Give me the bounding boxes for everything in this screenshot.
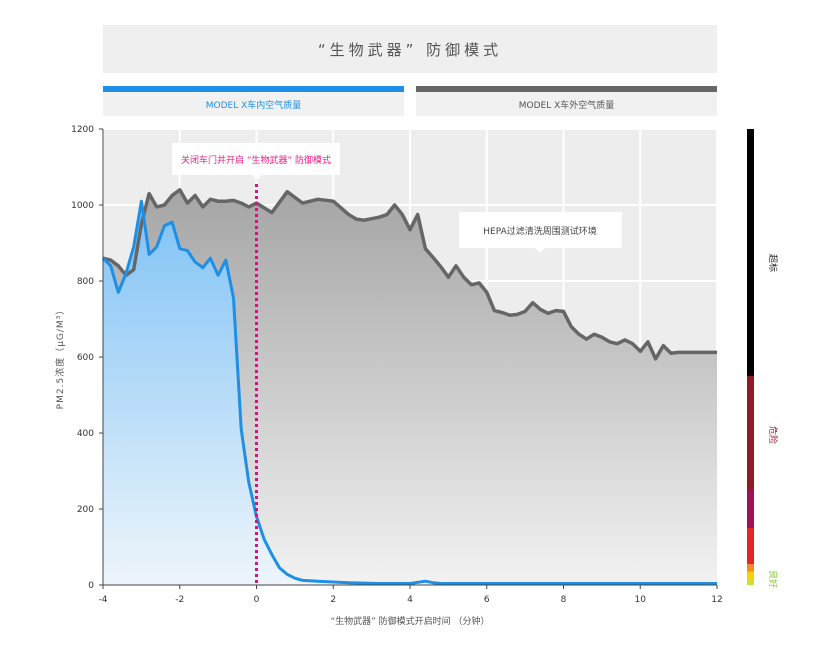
legend-inside: MODEL X车内空气质量 xyxy=(103,86,404,116)
x-tick-label: -2 xyxy=(175,595,184,605)
aqi-scale-band xyxy=(747,376,754,490)
y-tick-label: 400 xyxy=(77,429,94,439)
scale-label-danger: 危险 xyxy=(767,426,779,444)
inside-series-line xyxy=(101,199,717,585)
x-tick-label: -4 xyxy=(99,595,108,605)
y-tick-label: 1200 xyxy=(71,125,94,135)
aqi-scale-band xyxy=(747,129,754,376)
x-axis-label: “生物武器” 防御模式开启时间 （分钟） xyxy=(330,615,489,627)
x-tick-label: 12 xyxy=(711,595,722,605)
aqi-scale-band xyxy=(747,564,754,572)
aqi-scale-band xyxy=(747,571,754,581)
y-tick-label: 200 xyxy=(77,505,94,515)
aqi-scale-band xyxy=(747,580,754,585)
x-tick-label: 0 xyxy=(254,595,260,605)
hepa-text: HEPA过滤清洗周围测试环境 xyxy=(483,225,596,237)
hepa-callout: HEPA过滤清洗周围测试环境 xyxy=(459,212,622,253)
x-tick-label: 6 xyxy=(484,595,490,605)
chart-title: “生物武器” 防御模式 xyxy=(103,25,717,73)
x-tick-label: 2 xyxy=(330,595,336,605)
x-tick-label: 10 xyxy=(635,595,647,605)
legend-outside-label: MODEL X车外空气质量 xyxy=(518,100,615,111)
y-axis-label: PM2.5浓度（μG/M³） xyxy=(54,305,66,410)
door-close-callout: 关闭车门并开启 “生物武器” 防御模式 xyxy=(172,143,340,180)
y-tick-label: 0 xyxy=(88,581,94,591)
scale-label-hazardous: 超标 xyxy=(767,254,779,272)
y-tick-label: 800 xyxy=(77,277,94,287)
chart-title-text: “生物武器” 防御模式 xyxy=(317,40,503,59)
legend-inside-label: MODEL X车内空气质量 xyxy=(205,100,302,111)
scale-label-good: 良好 xyxy=(767,570,779,588)
legend-outside: MODEL X车外空气质量 xyxy=(416,86,717,116)
legend-outside-swatch xyxy=(416,86,717,92)
inside-area xyxy=(103,201,717,585)
y-tick-label: 600 xyxy=(77,353,94,363)
aqi-scale-band xyxy=(747,490,754,528)
legend-inside-swatch xyxy=(103,86,404,92)
x-tick-label: 8 xyxy=(561,595,567,605)
y-tick-label: 1000 xyxy=(71,201,94,211)
aqi-scale-band xyxy=(747,528,754,565)
door-close-text: 关闭车门并开启 “生物武器” 防御模式 xyxy=(181,154,331,166)
x-tick-label: 4 xyxy=(407,595,413,605)
outside-series-line xyxy=(102,188,717,361)
